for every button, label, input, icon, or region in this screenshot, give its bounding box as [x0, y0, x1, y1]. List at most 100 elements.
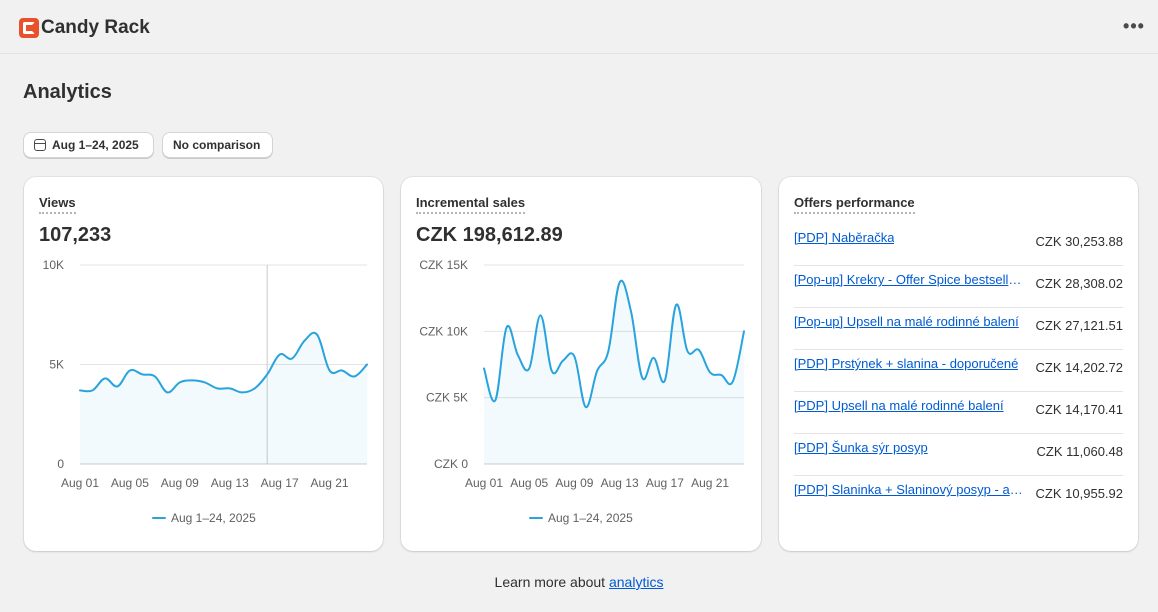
footer-text: Learn more about — [494, 574, 606, 590]
offer-link[interactable]: [PDP] Slaninka + Slaninový posyp - akce — [794, 482, 1024, 497]
data-point[interactable] — [313, 331, 321, 339]
data-point[interactable] — [537, 311, 545, 319]
data-point[interactable] — [251, 384, 259, 392]
offer-row: [PDP] Naběračka CZK 30,253.88 — [794, 224, 1123, 266]
data-point[interactable] — [559, 357, 567, 365]
more-actions-button[interactable]: ••• — [1123, 16, 1145, 36]
data-point[interactable] — [301, 337, 309, 345]
offer-value: CZK 14,202.72 — [1035, 360, 1123, 375]
series-line[interactable] — [79, 331, 368, 394]
views-value: 107,233 — [39, 224, 112, 246]
data-point[interactable] — [717, 371, 725, 379]
offers-heading[interactable]: Offers performance — [794, 195, 915, 214]
offer-value: CZK 30,253.88 — [1035, 234, 1123, 249]
data-point[interactable] — [740, 327, 748, 335]
views-chart: 10K 5K 0 Aug 01 Aug 05 Aug 09 Aug 13 Aug 17 Aug … — [43, 258, 371, 490]
data-point[interactable] — [113, 382, 121, 390]
data-point[interactable] — [226, 384, 234, 392]
data-point[interactable] — [151, 372, 159, 380]
offer-row: [Pop-up] Krekry - Offer Spice bestseller… — [794, 266, 1123, 308]
offer-row: [Pop-up] Upsell na malé rodinné balení CZ… — [794, 308, 1123, 350]
candy-rack-logo-icon — [19, 18, 39, 38]
data-point[interactable] — [695, 346, 703, 354]
series-line[interactable] — [483, 279, 745, 409]
views-heading[interactable]: Views — [39, 195, 76, 214]
views-legend-label: Aug 1–24, 2025 — [171, 511, 256, 525]
x-tick-label: Aug 17 — [646, 476, 684, 490]
data-point[interactable] — [627, 307, 635, 315]
x-tick-label: Aug 13 — [211, 476, 249, 490]
series-area — [484, 280, 744, 464]
calendar-icon — [34, 139, 46, 151]
data-point[interactable] — [525, 364, 533, 372]
offer-link[interactable]: [PDP] Naběračka — [794, 230, 895, 245]
x-tick-label: Aug 21 — [311, 476, 349, 490]
offer-link[interactable]: [Pop-up] Upsell na malé rodinné balení — [794, 314, 1019, 329]
data-point[interactable] — [638, 374, 646, 382]
data-point[interactable] — [480, 364, 488, 372]
data-point[interactable] — [326, 366, 334, 374]
offer-link[interactable]: [PDP] Šunka sýr posyp — [794, 440, 928, 455]
data-point[interactable] — [288, 355, 296, 363]
data-point[interactable] — [76, 386, 84, 394]
sales-value: CZK 198,612.89 — [416, 224, 563, 246]
data-point[interactable] — [276, 351, 284, 359]
sales-legend-label: Aug 1–24, 2025 — [548, 511, 633, 525]
offer-value: CZK 28,308.02 — [1035, 276, 1123, 291]
data-point[interactable] — [163, 388, 171, 396]
data-point[interactable] — [604, 347, 612, 355]
date-range-button[interactable]: Aug 1–24, 2025 — [23, 132, 154, 158]
page-title: Analytics — [23, 81, 112, 103]
offer-row: [PDP] Upsell na malé rodinné balení CZK 1… — [794, 392, 1123, 434]
data-point[interactable] — [238, 388, 246, 396]
views-legend[interactable]: Aug 1–24, 2025 — [152, 511, 256, 525]
x-tick-label: Aug 09 — [161, 476, 199, 490]
x-tick-label: Aug 09 — [555, 476, 593, 490]
data-point[interactable] — [201, 378, 209, 386]
offer-link[interactable]: [PDP] Upsell na malé rodinné balení — [794, 398, 1004, 413]
footer: Learn more about analytics — [0, 574, 1158, 590]
data-point[interactable] — [338, 366, 346, 374]
data-point[interactable] — [351, 372, 359, 380]
sales-chart: CZK 15K CZK 10K CZK 5K CZK 0 Aug 01 Aug 05 Aug… — [419, 258, 748, 490]
data-point[interactable] — [582, 403, 590, 411]
data-point[interactable] — [683, 347, 691, 355]
y-tick-label: CZK 10K — [419, 324, 468, 338]
sales-legend[interactable]: Aug 1–24, 2025 — [529, 511, 633, 525]
data-point[interactable] — [593, 367, 601, 375]
data-point[interactable] — [548, 367, 556, 375]
views-card: Views 107,233 10K 5K 0 Aug 01 Aug 05 Aug 09 Au… — [24, 177, 383, 551]
y-tick-label: 5K — [49, 358, 64, 372]
data-point[interactable] — [706, 368, 714, 376]
data-point[interactable] — [88, 386, 96, 394]
comparison-button[interactable]: No comparison — [162, 132, 273, 158]
data-point[interactable] — [101, 374, 109, 382]
data-point[interactable] — [570, 353, 578, 361]
data-point[interactable] — [176, 378, 184, 386]
x-tick-label: Aug 21 — [691, 476, 729, 490]
x-tick-label: Aug 13 — [601, 476, 639, 490]
data-point[interactable] — [616, 278, 624, 286]
y-tick-label: CZK 5K — [426, 391, 468, 405]
data-point[interactable] — [138, 370, 146, 378]
data-point[interactable] — [514, 351, 522, 359]
analytics-link[interactable]: analytics — [608, 574, 664, 590]
series-area — [80, 332, 367, 464]
data-point[interactable] — [661, 376, 669, 384]
legend-swatch — [529, 517, 543, 519]
offer-link[interactable]: [PDP] Prstýnek + slanina - doporučené — [794, 356, 1019, 371]
sales-heading[interactable]: Incremental sales — [416, 195, 526, 214]
data-point[interactable] — [188, 376, 196, 384]
data-point[interactable] — [503, 323, 511, 331]
data-point[interactable] — [729, 378, 737, 386]
y-tick-label: CZK 0 — [434, 457, 468, 471]
data-point[interactable] — [491, 396, 499, 404]
data-point[interactable] — [363, 361, 371, 369]
date-range-label: Aug 1–24, 2025 — [52, 138, 139, 152]
data-point[interactable] — [213, 384, 221, 392]
offer-link[interactable]: [Pop-up] Krekry - Offer Spice bestseller… — [794, 272, 1024, 287]
data-point[interactable] — [126, 366, 134, 374]
data-point[interactable] — [650, 354, 658, 362]
data-point[interactable] — [672, 301, 680, 309]
data-point[interactable] — [263, 370, 271, 378]
